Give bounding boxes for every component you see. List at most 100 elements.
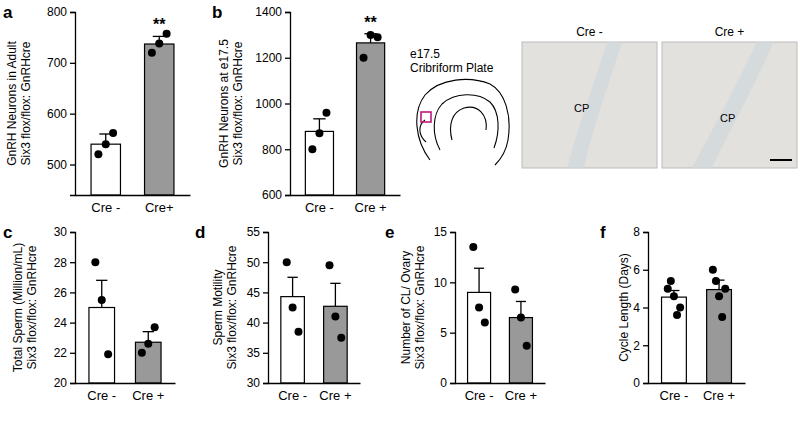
panel: fCycle Length (Days)02468Cre -Cre + [600, 223, 746, 403]
x-tick-label: Cre - [305, 200, 334, 215]
y-axis-line [643, 233, 649, 384]
panel-letter: b [212, 3, 222, 22]
data-point [308, 145, 316, 153]
data-point [98, 296, 106, 304]
y-tick-label: 0 [633, 376, 640, 390]
y-tick: 15 [434, 225, 455, 239]
data-point [712, 277, 720, 285]
data-point [155, 40, 163, 48]
y-tick-label: 8 [633, 225, 640, 239]
y-tick: 50 [247, 256, 268, 270]
plot-area [91, 30, 174, 195]
y-axis-line [263, 233, 269, 384]
y-tick-label: 30 [54, 225, 68, 239]
x-tick-label: Cre + [319, 388, 351, 403]
micrograph [522, 42, 657, 168]
panel: bGnRH Neurons at e17.5Six3 flox/flox: Gn… [212, 3, 401, 215]
y-axis-line [70, 233, 76, 384]
panel-letter: c [3, 223, 12, 242]
y-tick-label: 1400 [255, 5, 282, 19]
y-tick: 20 [54, 376, 75, 390]
data-point [322, 109, 330, 117]
x-axis: Cre - Cre + [291, 195, 401, 215]
y-tick-label: 4 [633, 301, 640, 315]
bar [145, 44, 174, 195]
x-tick: Cre - [278, 383, 307, 403]
data-point [102, 140, 110, 148]
x-tick: Cre + [132, 383, 164, 403]
y-tick-mark [70, 353, 75, 354]
region-label: CP [720, 112, 735, 124]
error-bar [292, 277, 293, 296]
y-tick-mark [450, 383, 455, 384]
bar [468, 292, 491, 383]
y-tick-label: 26 [54, 286, 68, 300]
inset: e17.5Cribriform PlateCre -CPCre +CP [410, 25, 797, 168]
y-axis: 500600700800 [47, 5, 76, 195]
x-tick-label: Cre + [355, 200, 387, 215]
bar [135, 342, 161, 383]
data-point [104, 350, 112, 358]
schematic-label: Cribriform Plate [410, 61, 494, 75]
x-tick: Cre - [659, 383, 688, 403]
y-axis-title-line: Six3 flox/flox: GnRHcre [225, 245, 239, 369]
panel: dSperm MotilitySix3 flox/flox: GnRHcre30… [195, 223, 361, 403]
y-tick: 30 [54, 225, 75, 239]
data-point [94, 150, 102, 158]
y-tick-label: 500 [47, 158, 67, 172]
y-tick-mark [263, 292, 268, 293]
y-tick: 22 [54, 346, 75, 360]
panel-letter: d [195, 223, 205, 242]
y-tick-label: 5 [440, 326, 447, 340]
y-axis: 051015 [434, 225, 456, 390]
data-point [718, 313, 726, 321]
x-tick-label: Cre - [91, 200, 120, 215]
y-axis-line [285, 13, 291, 196]
x-axis-line [269, 383, 361, 384]
y-axis-title: Total Sperm (Million/mL)Six3 flox/flox: … [11, 243, 39, 372]
bar [509, 318, 532, 383]
y-tick: 40 [247, 316, 268, 330]
image-label: Cre - [576, 25, 603, 39]
bar [281, 297, 305, 383]
x-tick-label: Cre + [703, 388, 735, 403]
data-point [709, 266, 717, 274]
bar [707, 290, 732, 383]
data-point [523, 342, 531, 350]
y-tick-label: 1200 [255, 51, 282, 65]
data-point [469, 243, 477, 251]
bar [305, 131, 333, 195]
y-tick: 6 [633, 263, 648, 277]
y-tick-label: 1000 [255, 97, 282, 111]
x-tick: Cre + [505, 383, 537, 403]
y-tick-mark [643, 383, 648, 384]
x-tick: Cre - [91, 195, 120, 215]
y-tick: 800 [47, 5, 75, 19]
x-axis-line [76, 383, 176, 384]
y-axis-title-line: GnRH Neurons in Adult [5, 40, 19, 165]
y-tick: 2 [633, 339, 648, 353]
y-tick: 500 [47, 158, 75, 172]
bar [91, 144, 120, 195]
region-box [421, 112, 431, 122]
x-tick-label: Cre + [505, 388, 537, 403]
x-axis-line [649, 383, 746, 384]
y-tick-mark [70, 262, 75, 263]
x-axis: Cre - Cre + [649, 383, 746, 403]
y-tick-label: 800 [262, 143, 282, 157]
panel: cTotal Sperm (Million/mL)Six3 flox/flox:… [3, 223, 176, 403]
y-tick: 10 [434, 276, 455, 290]
data-point [337, 334, 345, 342]
data-point [289, 304, 297, 312]
error-cap [330, 283, 340, 284]
data-point [360, 54, 368, 62]
head-outline [417, 79, 509, 165]
x-axis: Cre -Cre + [76, 383, 176, 403]
y-axis-title-line: Six3 flox/flox: GnRHcre [413, 245, 427, 369]
y-tick-mark [285, 103, 290, 104]
data-point [326, 261, 334, 269]
data-point [367, 31, 375, 39]
panel-letter: a [3, 3, 13, 22]
y-axis-title-line: Total Sperm (Million/mL) [11, 243, 25, 372]
x-tick: Cre + [355, 195, 387, 215]
